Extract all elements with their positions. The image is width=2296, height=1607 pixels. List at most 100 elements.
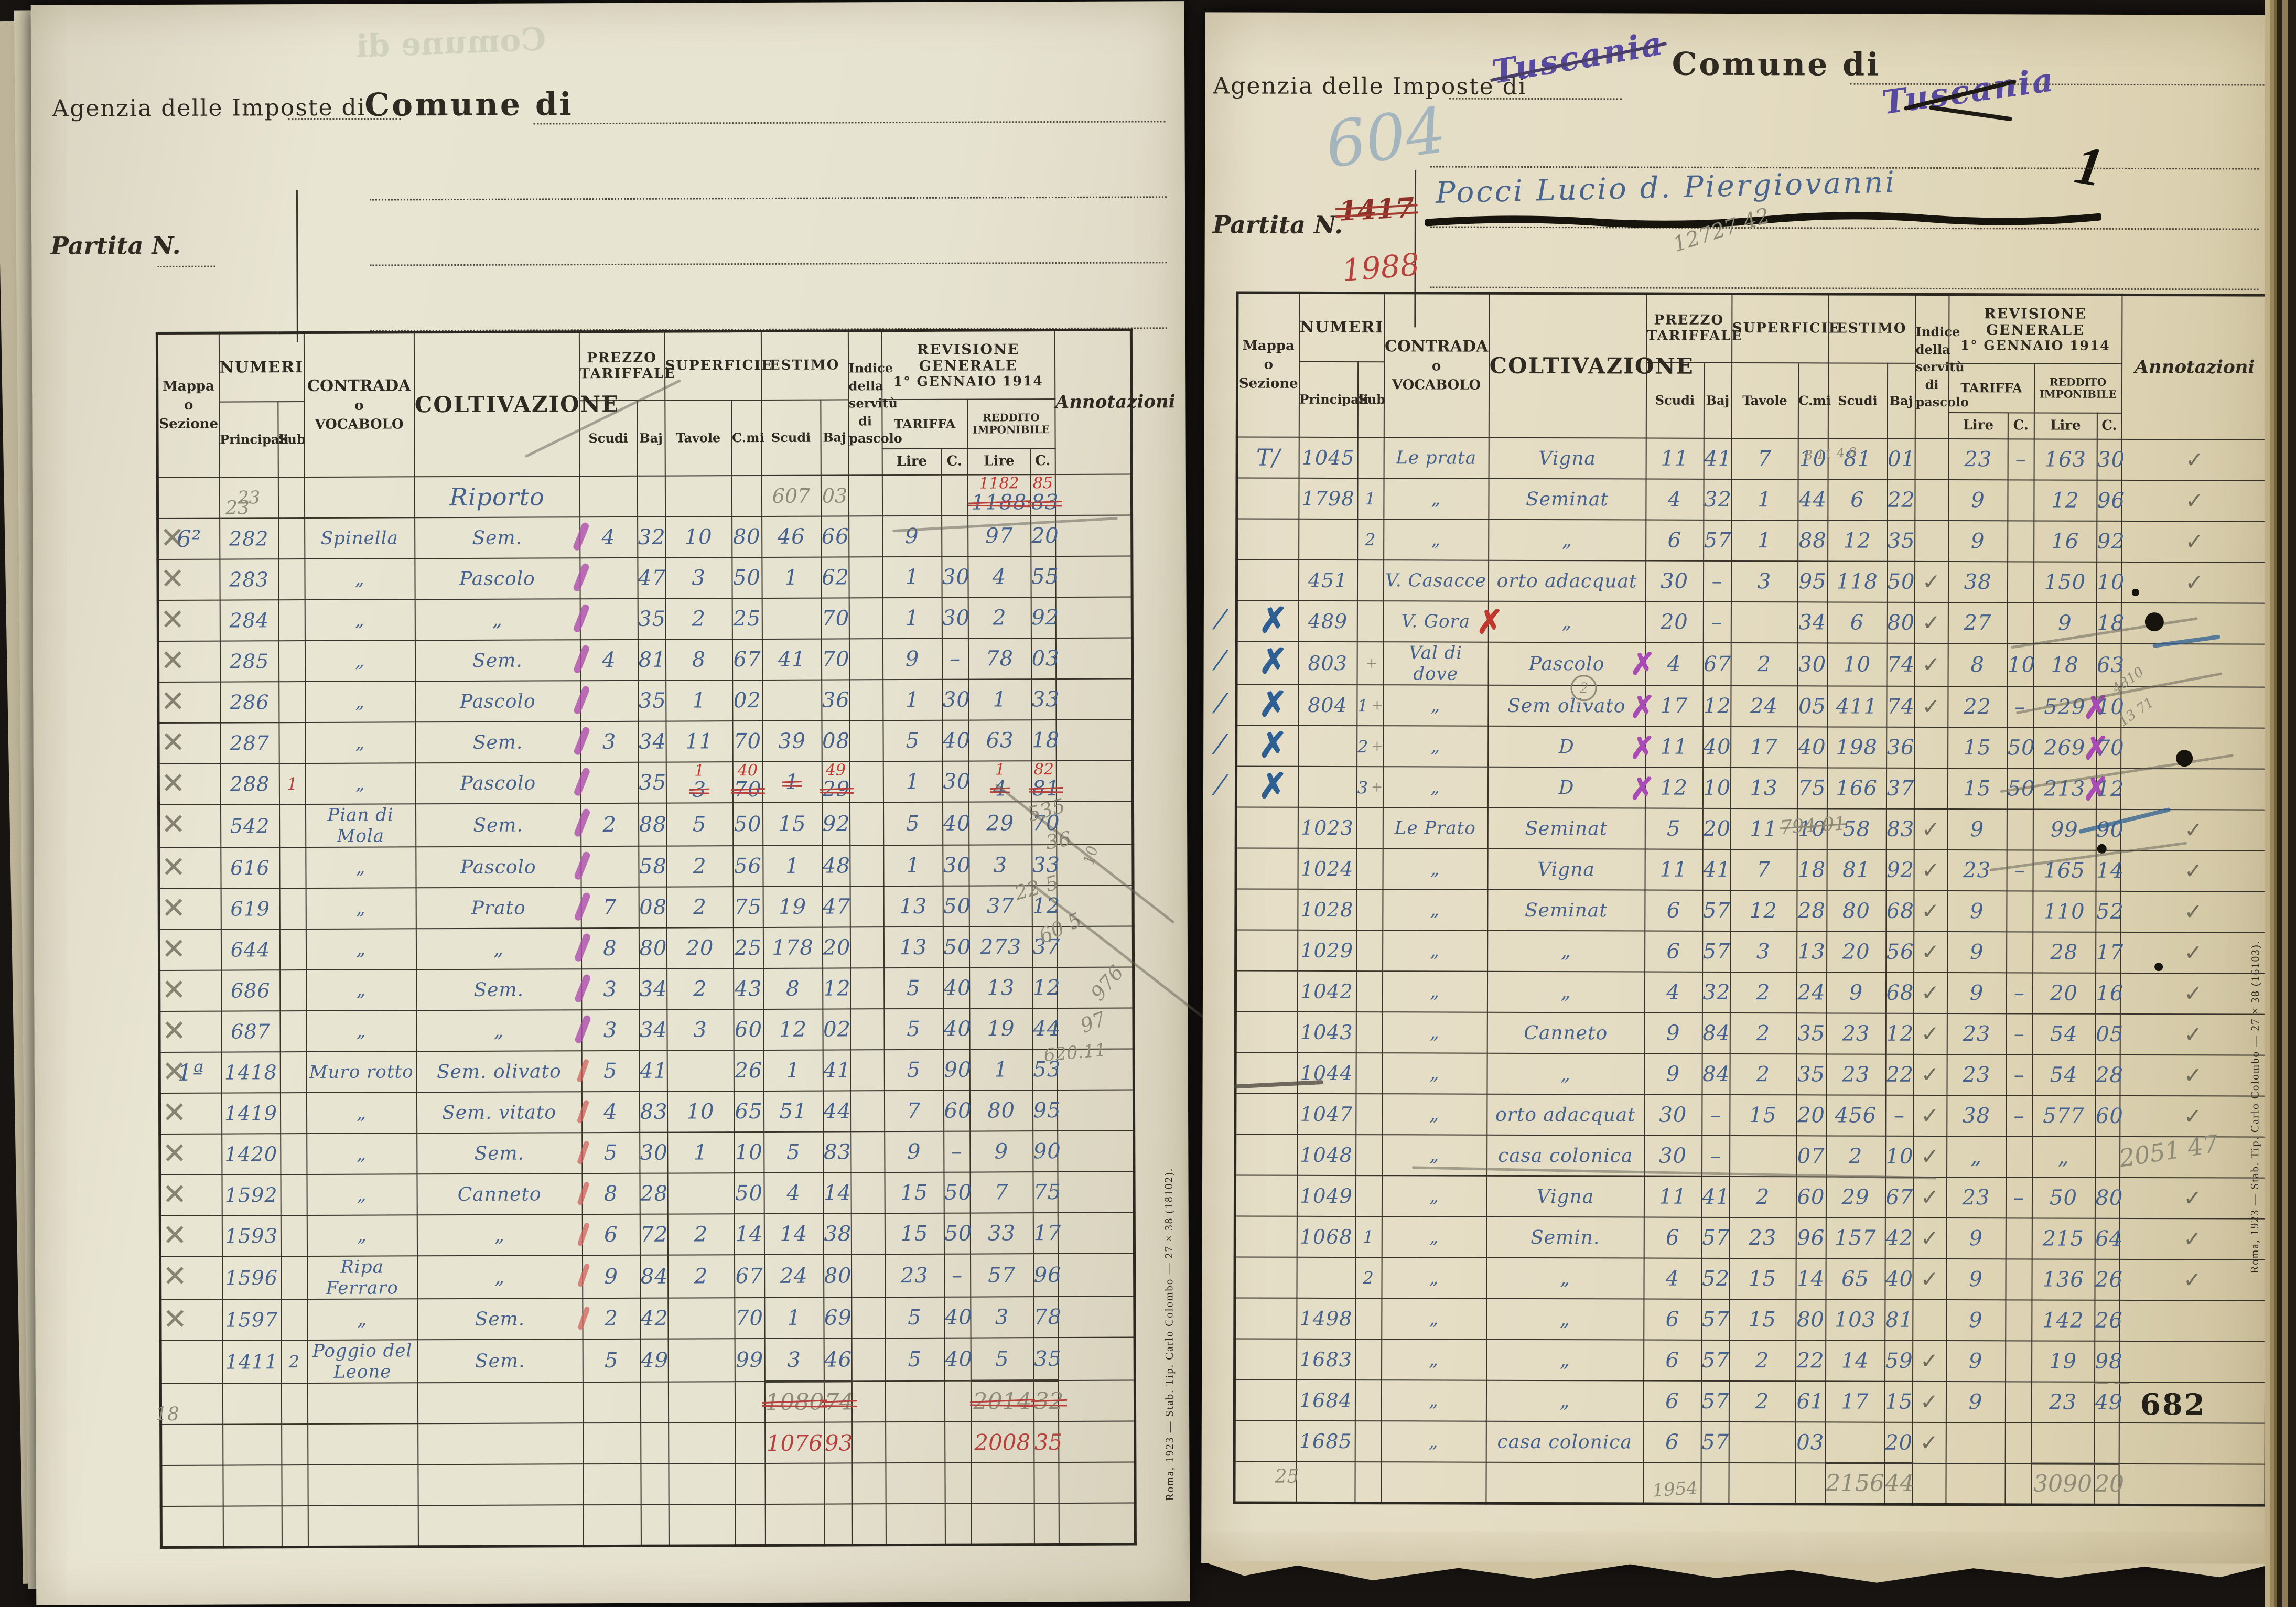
cell-prezzo: 41 — [1701, 1176, 1730, 1217]
cell-prezzo — [579, 557, 638, 599]
cell-reddito: 10 — [2096, 562, 2125, 603]
cell-estimo: 36 — [821, 680, 850, 721]
cell-prezzo: 47 — [637, 557, 666, 599]
cell-superficie: 24 — [1730, 685, 1798, 727]
col-reddito: REDDITO IMPONIBILE — [2034, 363, 2122, 413]
cell-estimo: 456 — [1826, 1095, 1886, 1136]
cell-numero: 1024 — [1297, 848, 1357, 890]
table-row: 1044 „ „ 9 84 2 35 23 22 ✓ 23–54 28 ✓ — [1235, 1052, 2267, 1096]
cell-contrada — [307, 1383, 418, 1425]
cell-indice: ✓ — [1914, 602, 1948, 644]
cell-superficie: 2 — [1729, 1176, 1796, 1218]
cell-numero — [1296, 1461, 1355, 1503]
table-row: 1029 „ „ 6 57 3 13 20 56 ✓ 9 28 17 ✓ — [1235, 930, 2267, 974]
cell-estimo: 1080 — [764, 1381, 824, 1422]
cell-superficie: 22 — [1795, 1340, 1826, 1382]
cell-sub — [279, 847, 306, 889]
cell-prezzo: 84 — [1701, 1053, 1730, 1095]
cell-estimo: 41 — [762, 639, 822, 680]
cell-annotazioni — [1058, 1253, 1135, 1297]
cell-contrada: „ — [1381, 1421, 1486, 1462]
cell-reddito: 1 — [968, 679, 1031, 720]
cell-estimo: 69 — [823, 1297, 852, 1339]
cell-coltivazione — [417, 1464, 584, 1506]
cell-annotazioni — [1058, 1462, 1136, 1504]
cell-tariffa: 23 — [1947, 850, 2007, 891]
cell-prezzo: 9 — [1644, 1012, 1702, 1054]
cell-superficie: 2 — [665, 598, 732, 640]
cell-prezzo: 81 — [638, 639, 666, 681]
cell-sezione: ✕ — [160, 1256, 222, 1300]
cell-estimo: 01 — [1887, 438, 1915, 480]
cell-indice — [850, 968, 884, 1009]
cell-contrada: „ — [306, 1133, 417, 1175]
table-row: ✕ 644 „ „ 8 80 20 25 178 20 13 50 273 37 — [159, 926, 1134, 971]
cell-annotazioni — [1058, 1337, 1135, 1381]
cell-prezzo: 57 — [1701, 1340, 1730, 1381]
cell-coltivazione: Sem. — [417, 1298, 590, 1340]
cell-sub — [281, 1383, 308, 1425]
cell-estimo: 17 — [1825, 1381, 1885, 1422]
cell-sub — [281, 1424, 308, 1465]
table-row: 1049 „ Vigna 11 41 2 60 29 67 ✓ 23–50 80 ✓ — [1235, 1175, 2267, 1219]
cell-superficie: 5 — [666, 803, 733, 846]
cell-superficie: 34 — [1797, 602, 1828, 643]
cell-reddito: 29 — [968, 802, 1032, 845]
cell-sub — [1355, 1053, 1383, 1094]
cell-sezione — [1234, 1298, 1297, 1339]
cell-sezione: ✕ — [158, 804, 221, 848]
cell-indice — [850, 1131, 885, 1173]
cell-superficie: 12 — [1730, 890, 1797, 932]
cell-prezzo — [583, 1463, 641, 1505]
table-row: 1043 „ Canneto 9 84 2 35 23 12 ✓ 23–54 05 ✓ — [1235, 1011, 2267, 1055]
cell-tariffa — [2007, 602, 2034, 644]
table-row: ✕ 1420 „ Sem. 5 30 1 10 5 83 9–9 90 — [159, 1130, 1135, 1175]
cell-sezione — [1234, 1257, 1297, 1298]
cell-reddito: 26 — [2094, 1259, 2123, 1300]
cell-estimo: 37 — [1886, 768, 1915, 809]
cell-sezione — [1234, 1420, 1297, 1462]
cell-indice: ✓ — [1913, 1177, 1947, 1218]
cell-coltivazione: Vigna — [1489, 437, 1646, 479]
cell-superficie: 15 — [1729, 1094, 1796, 1136]
cell-prezzo — [583, 1504, 641, 1546]
cell-estimo — [1825, 1422, 1885, 1463]
cell-tariffa: 50 — [944, 1172, 972, 1213]
cell-sub — [278, 518, 305, 559]
cell-prezzo — [640, 1463, 669, 1505]
cell-reddito: 33 — [970, 1213, 1033, 1254]
cell-estimo: 20 — [1826, 931, 1886, 973]
cell-annotazioni: ✓ — [2121, 480, 2269, 522]
cell-sezione — [1235, 1011, 1298, 1053]
cell-annotazioni — [1055, 597, 1133, 639]
cell-coltivazione: „ — [417, 1255, 590, 1299]
col-sup-tavole: Tavole — [664, 400, 732, 476]
table-row: ∕ ✗ 803 + Val di dove Pascolo ✗ 4 67 2 30 10 74 ✓ 8 10 1… — [1218, 641, 2268, 687]
table-row: ✕ 1592 „ Canneto 8 28 50 4 14 15 50 7 75 — [159, 1171, 1135, 1216]
table-header: Mappa o Sezione NUMERI CONTRADA o VOCABOLO C… — [1237, 292, 2269, 440]
cell-prezzo: 6 — [1645, 520, 1704, 561]
cell-sub — [1357, 560, 1384, 601]
col-superficie: SUPERFICIE — [1731, 294, 1840, 363]
cell-coltivazione: „ — [416, 928, 591, 970]
cell-tariffa: 9 — [884, 1131, 944, 1173]
cell-tariffa — [944, 1380, 971, 1422]
cell-indice — [851, 1381, 886, 1422]
cell-prezzo: 40 — [1702, 726, 1731, 768]
cell-estimo: 14 — [823, 1172, 851, 1214]
cell-estimo: 14 — [764, 1213, 824, 1255]
cell-prezzo: 30 — [1644, 1094, 1702, 1136]
cell-contrada: „ — [1381, 1298, 1486, 1340]
cell-tariffa: – — [2008, 439, 2034, 480]
cell-numero: 644 — [221, 929, 280, 970]
ink-blot — [2154, 963, 2163, 972]
cell-prezzo: 57 — [1702, 890, 1731, 931]
cell-prezzo — [640, 1382, 669, 1423]
cell-sub — [1356, 889, 1383, 931]
cell-tariffa: 30 — [941, 556, 970, 598]
cell-sub — [280, 1093, 307, 1134]
cell-tariffa: 15 — [885, 1213, 944, 1255]
table-row: ∕ ✗ 489 V. Gora ✗ „ 20–34 6 80 ✓ 27 9 18 — [1218, 600, 2268, 644]
cell-estimo: 65 — [1825, 1258, 1885, 1300]
cell-prezzo: 30 — [1644, 1135, 1702, 1177]
